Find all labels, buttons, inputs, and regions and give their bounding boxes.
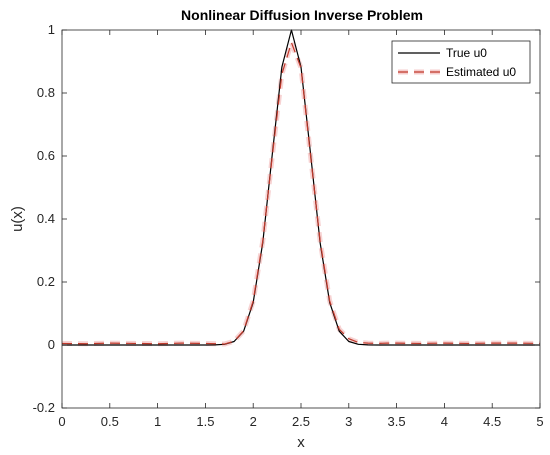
x-tick-label: 0.5 bbox=[101, 414, 119, 429]
series-group bbox=[61, 29, 541, 347]
y-tick-label: 0.8 bbox=[37, 85, 55, 100]
x-tick-label: 1 bbox=[154, 414, 161, 429]
legend-label-true-u0: True u0 bbox=[446, 46, 487, 60]
x-tick-label: 0 bbox=[58, 414, 65, 429]
series-line-estimated-u0 bbox=[61, 42, 541, 345]
legend: True u0 Estimated u0 bbox=[391, 40, 531, 84]
x-tick-label: 5 bbox=[536, 414, 543, 429]
y-axis-ticks: -0.2 0 0.2 0.4 0.6 0.8 1 bbox=[33, 22, 540, 415]
x-tick-label: 1.5 bbox=[196, 414, 214, 429]
x-tick-label: 4.5 bbox=[483, 414, 501, 429]
x-tick-label: 3.5 bbox=[388, 414, 406, 429]
y-tick-label: 0.2 bbox=[37, 274, 55, 289]
y-axis-label: u(x) bbox=[9, 206, 26, 232]
y-tick-label: 1 bbox=[48, 22, 55, 37]
y-tick-label: 0.4 bbox=[37, 211, 55, 226]
legend-label-estimated-u0: Estimated u0 bbox=[446, 65, 516, 79]
x-tick-label: 4 bbox=[441, 414, 448, 429]
plot-area: 0 0.5 1 1.5 2 2.5 3 3.5 4 4.5 5 -0.200.20.40.60.81 bbox=[33, 22, 544, 429]
chart-title: Nonlinear Diffusion Inverse Problem bbox=[181, 7, 423, 23]
x-tick-label: 2 bbox=[250, 414, 257, 429]
x-tick-label: 2.5 bbox=[292, 414, 310, 429]
x-axis-label: x bbox=[297, 434, 305, 451]
x-axis-ticks: 0 0.5 1 1.5 2 2.5 3 3.5 4 4.5 5 bbox=[58, 30, 544, 429]
y-tick-label: -0.2 bbox=[33, 400, 55, 415]
y-tick-label: 0.6 bbox=[37, 148, 55, 163]
y-tick-label: 0 bbox=[48, 337, 55, 352]
x-tick-label: 3 bbox=[345, 414, 352, 429]
legend-box bbox=[391, 40, 531, 84]
